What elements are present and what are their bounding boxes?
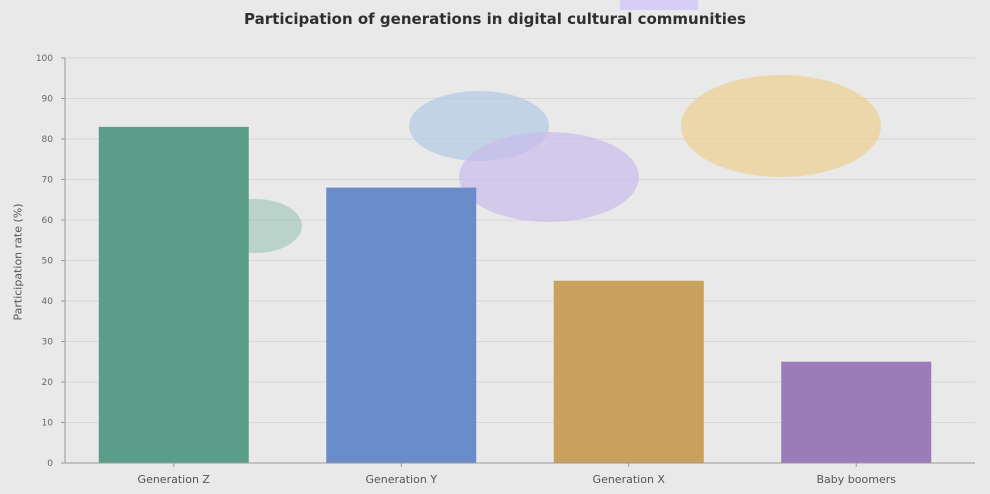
- y-tick-label: 80: [42, 135, 54, 145]
- y-tick-label: 0: [47, 459, 53, 469]
- y-tick-label: 50: [42, 257, 54, 267]
- y-axis-ticks: 0 10 20 30 40 50 60 70 80 90 100: [36, 54, 65, 469]
- y-tick-label: 30: [42, 338, 54, 348]
- bar-generation-z: [98, 126, 249, 463]
- x-tick-label: Baby boomers: [817, 473, 897, 486]
- x-tick-label: Generation X: [593, 473, 666, 486]
- decorative-tab: [620, 0, 698, 10]
- x-tick-label: Generation Z: [138, 473, 211, 486]
- y-tick-label: 90: [42, 95, 54, 105]
- x-axis-ticks: Generation Z Generation Y Generation X Baby…: [138, 463, 897, 486]
- decorative-blob: [681, 75, 881, 177]
- bar-generation-x: [553, 280, 704, 463]
- y-tick-label: 100: [36, 54, 53, 64]
- decorative-blob: [459, 132, 639, 222]
- bars: [98, 126, 932, 463]
- y-tick-label: 70: [42, 176, 54, 186]
- y-tick-label: 20: [42, 378, 54, 388]
- y-tick-label: 10: [42, 419, 54, 429]
- y-tick-label: 40: [42, 297, 54, 307]
- decorative-blobs: [208, 75, 881, 253]
- y-tick-label: 60: [42, 216, 54, 226]
- bar-generation-y: [326, 187, 477, 463]
- chart-title: Participation of generations in digital …: [244, 10, 746, 28]
- x-tick-label: Generation Y: [365, 473, 437, 486]
- bar-baby-boomers: [781, 361, 932, 463]
